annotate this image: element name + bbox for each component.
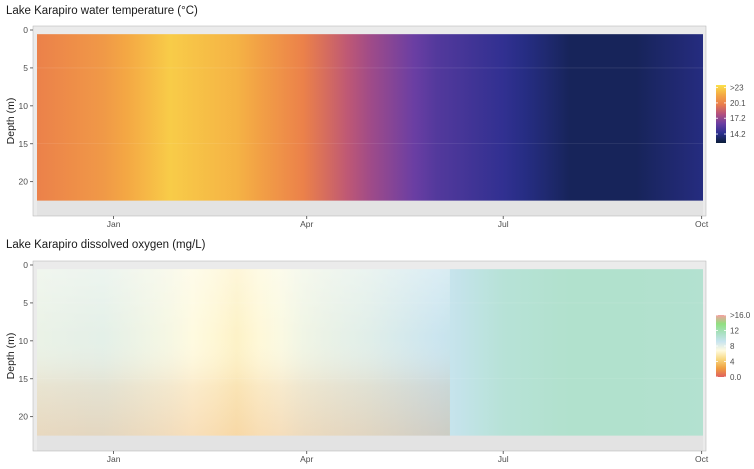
plot-frame <box>32 260 707 452</box>
colorbar-label: 14.2 <box>730 130 746 139</box>
y-tick-label: 20 <box>19 177 29 187</box>
x-tick-label: Oct <box>695 219 709 229</box>
temperature-chart-title: Lake Karapiro water temperature (°C) <box>6 5 198 17</box>
colorbar <box>716 315 726 377</box>
y-tick-label: 5 <box>23 63 28 73</box>
y-tick-label: 20 <box>19 412 29 422</box>
y-tick-label: 0 <box>23 25 28 35</box>
x-tick-label: Apr <box>300 219 313 229</box>
y-tick-label: 15 <box>19 374 29 384</box>
depth-shading <box>37 269 450 436</box>
plot-frame <box>32 25 707 217</box>
oxygen-panel: Lake Karapiro dissolved oxygen (mg/L) 0 5… <box>0 235 754 469</box>
temperature-heatmap-chart: 0 5 10 15 20 Jan Apr Jul Oct Depth (m) >23 20.1 17.2… <box>5 25 746 229</box>
oxygen-heatmap-chart: 0 5 10 15 20 Jan Apr Jul Oct Depth (m) >16.0 12 8 4 0.… <box>5 260 751 464</box>
x-tick-label: Jan <box>107 454 121 464</box>
y-axis-title: Depth (m) <box>5 98 17 145</box>
colorbar-label: 12 <box>730 327 739 336</box>
x-tick-label: Jul <box>498 219 509 229</box>
colorbar-label: >23 <box>730 84 744 93</box>
oxygen-chart-title: Lake Karapiro dissolved oxygen (mg/L) <box>6 239 206 251</box>
colorbar-label: 17.2 <box>730 114 746 123</box>
y-axis-title: Depth (m) <box>5 333 17 380</box>
x-tick-label: Jul <box>498 454 509 464</box>
colorbar-label: 20.1 <box>730 99 746 108</box>
colorbar-label: >16.0 <box>730 311 751 320</box>
y-tick-label: 10 <box>19 101 29 111</box>
y-tick-label: 0 <box>23 260 28 270</box>
y-tick-label: 10 <box>19 336 29 346</box>
x-tick-label: Oct <box>695 454 709 464</box>
lake-bed-area <box>37 199 703 216</box>
y-tick-label: 15 <box>19 139 29 149</box>
colorbar-label: 8 <box>730 342 735 351</box>
lake-bed-area <box>37 434 703 451</box>
colorbar-label: 0.0 <box>730 373 742 382</box>
heatmap-fill <box>37 34 703 201</box>
temperature-panel: Lake Karapiro water temperature (°C) 0 5 1… <box>0 0 754 234</box>
x-tick-label: Apr <box>300 454 313 464</box>
y-tick-label: 5 <box>23 298 28 308</box>
x-tick-label: Jan <box>107 219 121 229</box>
colorbar <box>716 85 726 143</box>
colorbar-label: 4 <box>730 358 735 367</box>
